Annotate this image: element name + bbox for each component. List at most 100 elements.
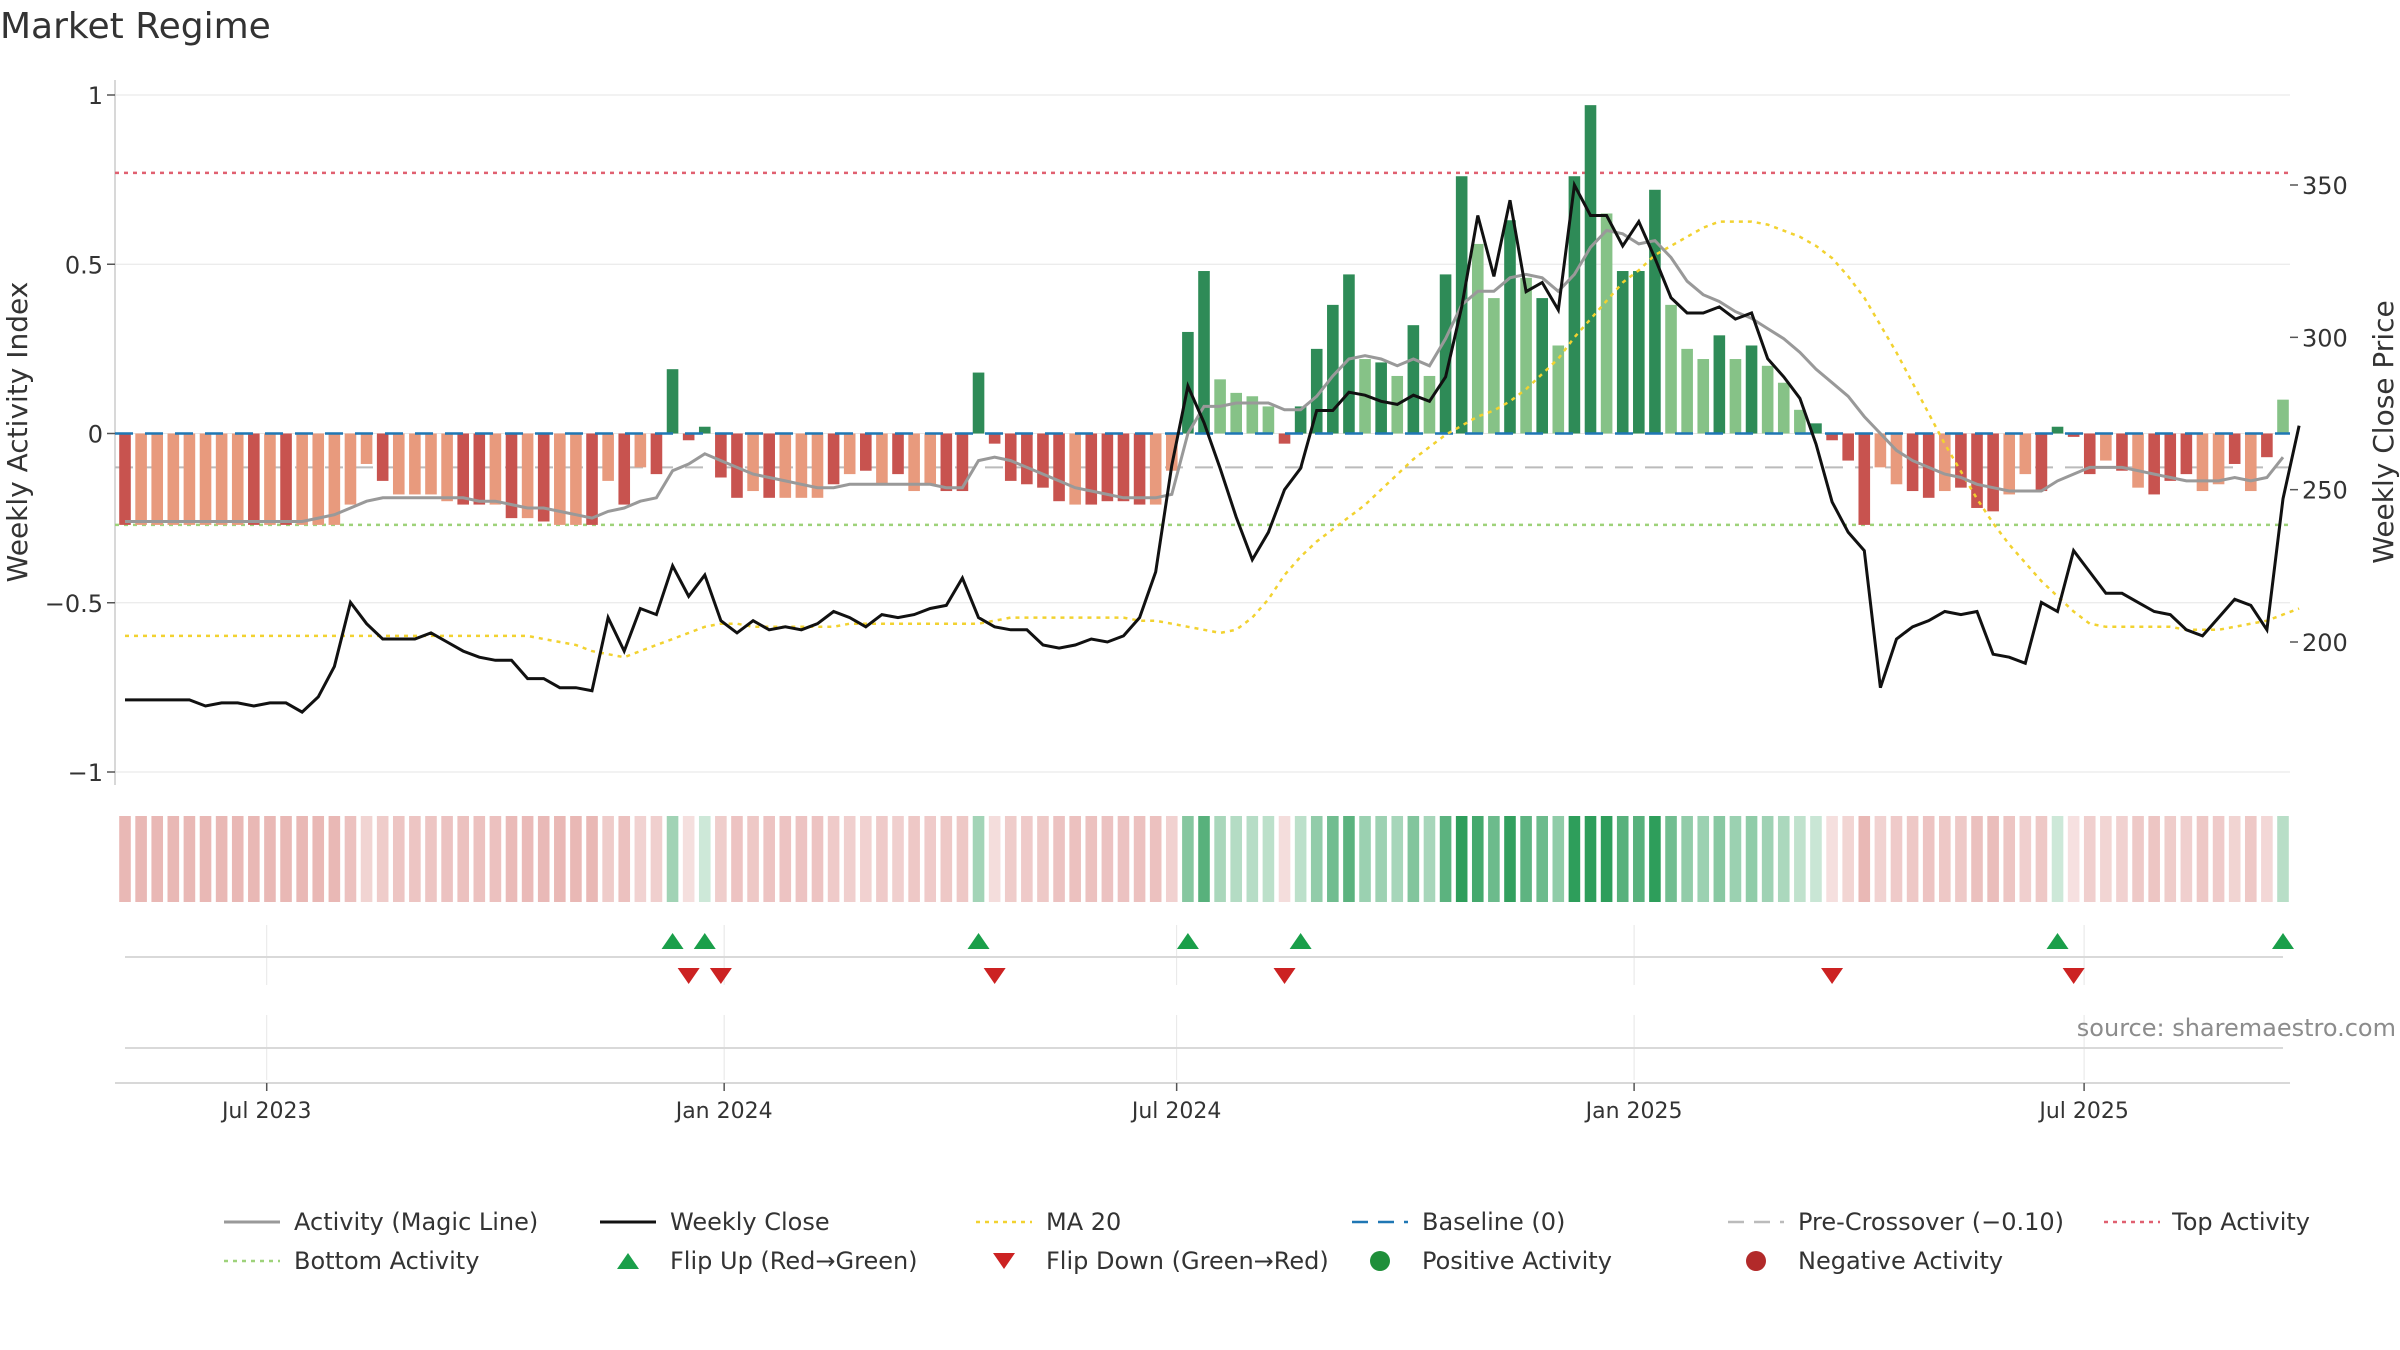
regime-cell: [328, 816, 341, 902]
regime-cell: [1504, 816, 1516, 902]
y-tick-label-left: −1: [68, 759, 103, 787]
regime-cell: [1278, 816, 1291, 902]
activity-bar: [264, 433, 276, 525]
flip-down-marker: [983, 968, 1006, 984]
activity-bar: [2019, 433, 2032, 475]
activity-bar: [1729, 359, 1742, 434]
regime-cell: [1600, 816, 1613, 902]
regime-cell: [1568, 816, 1581, 902]
activity-bar: [1939, 433, 1951, 492]
regime-cell: [1971, 816, 1983, 902]
activity-bar: [763, 433, 775, 498]
regime-cell: [1745, 816, 1758, 902]
activity-bar: [2067, 433, 2080, 437]
regime-cell: [1890, 816, 1903, 902]
regime-cell: [988, 816, 1001, 902]
activity-bar: [1471, 243, 1484, 434]
regime-cell: [908, 816, 920, 902]
regime-cell: [1681, 816, 1693, 902]
flip-up-marker: [661, 933, 684, 949]
activity-bar: [554, 433, 566, 525]
activity-bar: [1858, 433, 1871, 525]
activity-bar: [344, 433, 357, 505]
activity-bar: [505, 433, 518, 519]
activity-bar: [1439, 274, 1452, 434]
regime-cell: [1536, 816, 1548, 902]
activity-bar: [843, 433, 856, 475]
regime-cell: [1616, 816, 1629, 902]
regime-cell: [2035, 816, 2048, 902]
y-tick-label-right: 300: [2302, 324, 2348, 352]
regime-cell: [280, 816, 292, 902]
activity-bar: [988, 433, 1001, 444]
regime-cell: [2051, 816, 2064, 902]
activity-bar: [2116, 433, 2128, 471]
activity-bar: [2244, 433, 2257, 492]
legend-label: Positive Activity: [1422, 1246, 1612, 1275]
regime-cell: [1584, 816, 1597, 902]
activity-bar: [441, 433, 453, 502]
regime-cell: [1294, 816, 1307, 902]
activity-bar: [698, 426, 711, 434]
regime-cell: [1826, 816, 1838, 902]
regime-cell: [2228, 816, 2241, 902]
legend-label: Pre-Crossover (−0.10): [1798, 1207, 2065, 1236]
regime-cell: [344, 816, 357, 902]
flip-up-marker: [1289, 933, 1312, 949]
activity-bar: [360, 433, 373, 464]
activity-bar: [1037, 433, 1049, 488]
legend-swatch: [993, 1252, 1015, 1269]
regime-cell: [827, 816, 840, 902]
regime-cell: [618, 816, 631, 902]
activity-bar: [1423, 375, 1436, 434]
regime-cell: [1906, 816, 1919, 902]
legend-key-graphic: [976, 1220, 1032, 1223]
activity-bar: [1777, 382, 1790, 434]
regime-cell: [248, 816, 260, 902]
regime-cell: [119, 816, 131, 902]
regime-cell: [1004, 816, 1017, 902]
regime-cell: [682, 816, 695, 902]
activity-bar: [650, 433, 663, 475]
flip-up-marker: [967, 933, 990, 949]
activity-bar: [2051, 426, 2064, 434]
activity-bar: [2277, 399, 2289, 434]
activity-bar: [2035, 433, 2048, 492]
legend-label: Flip Down (Green→Red): [1046, 1246, 1329, 1275]
legend-item-positive-activity: Positive Activity: [1348, 1247, 1724, 1275]
regime-cell: [1246, 816, 1259, 902]
regime-cell: [1198, 816, 1210, 902]
regime-cell: [1810, 816, 1822, 902]
regime-cell: [1874, 816, 1887, 902]
regime-cell: [1085, 816, 1098, 902]
activity-bar: [1552, 345, 1565, 434]
regime-cell: [360, 816, 373, 902]
activity-bar: [151, 433, 164, 525]
regime-cell: [1214, 816, 1226, 902]
regime-cell: [441, 816, 453, 902]
x-tick-label: Jul 2023: [220, 1099, 312, 1124]
activity-bar: [2148, 433, 2160, 495]
activity-bar: [2132, 433, 2144, 488]
activity-bar: [1053, 433, 1065, 502]
legend-key-negative-activity: [1724, 1249, 1788, 1273]
x-tick-label: Jul 2025: [2037, 1099, 2129, 1124]
regime-cell: [1230, 816, 1243, 902]
flip-down-marker: [1821, 968, 1844, 984]
legend-row: Bottom Activity Flip Up (Red→Green) Flip…: [220, 1241, 2390, 1280]
activity-bar: [1246, 396, 1259, 434]
regime-cell: [1310, 816, 1323, 902]
regime-cell: [151, 816, 164, 902]
legend-swatch: [1370, 1250, 1390, 1271]
regime-cell: [1858, 816, 1871, 902]
activity-bar: [1826, 433, 1838, 441]
legend-key-weekly-close: [596, 1210, 660, 1234]
regime-cell: [795, 816, 808, 902]
legend-key-graphic: [1746, 1250, 1766, 1271]
regime-cell: [1165, 816, 1178, 902]
activity-bar: [1665, 304, 1677, 434]
regime-cell: [1053, 816, 1065, 902]
activity-bar: [924, 433, 937, 485]
regime-cell: [1649, 816, 1661, 902]
